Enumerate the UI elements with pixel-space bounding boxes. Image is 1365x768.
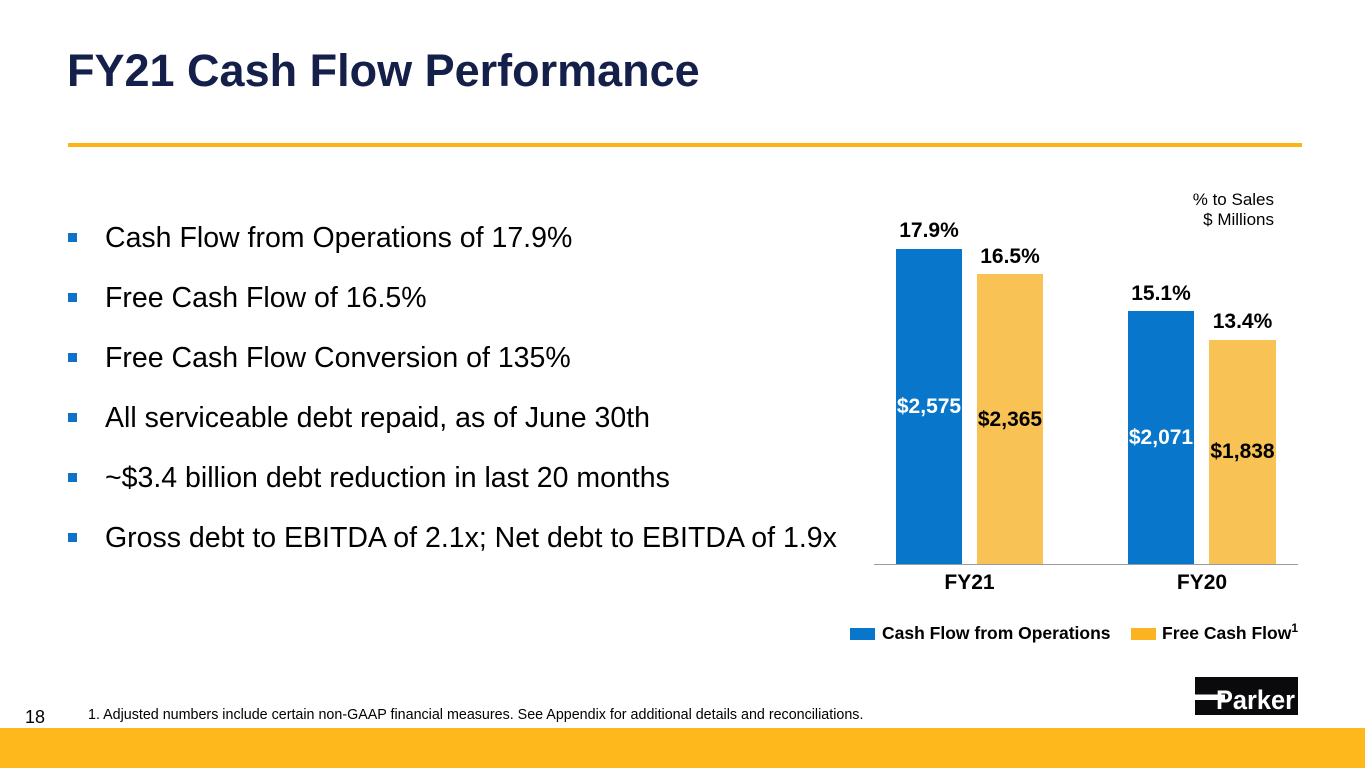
svg-text:Parker: Parker xyxy=(1216,685,1295,715)
